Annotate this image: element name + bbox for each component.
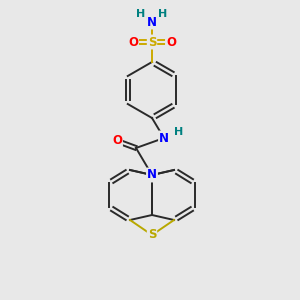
Text: N: N [159,131,169,145]
Text: O: O [112,134,122,148]
Text: N: N [147,16,157,28]
Text: S: S [148,35,156,49]
Text: N: N [147,169,157,182]
Text: H: H [158,9,168,19]
Text: S: S [148,229,156,242]
Text: O: O [166,35,176,49]
Text: H: H [174,127,184,137]
Text: H: H [136,9,146,19]
Text: O: O [128,35,138,49]
